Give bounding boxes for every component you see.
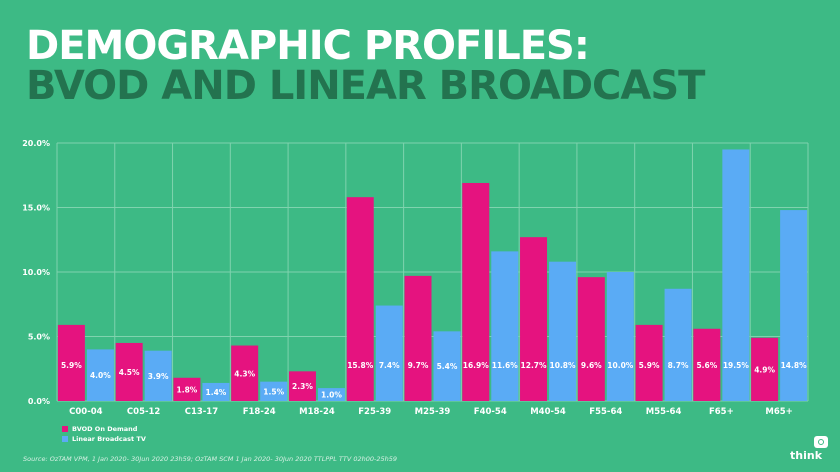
data-label: 2.3% xyxy=(292,382,313,391)
data-label: 1.4% xyxy=(206,388,227,397)
data-label: 4.9% xyxy=(754,365,775,374)
data-label: 10.8% xyxy=(550,361,577,370)
speech-bubble-icon xyxy=(814,436,828,448)
bar xyxy=(231,345,259,401)
x-tick-label: M18-24 xyxy=(299,407,335,417)
x-tick-label: C00-04 xyxy=(69,407,103,417)
bar xyxy=(462,182,490,401)
x-tick-label: F25-39 xyxy=(358,407,391,417)
bar xyxy=(577,277,605,401)
data-label: 1.5% xyxy=(263,387,284,396)
y-tick-label: 15.0% xyxy=(22,204,50,213)
data-label: 1.8% xyxy=(177,385,198,394)
data-label: 16.9% xyxy=(463,361,490,370)
data-label: 1.0% xyxy=(321,391,342,400)
data-label: 5.4% xyxy=(437,362,458,371)
bar xyxy=(115,342,143,401)
x-tick-label: F18-24 xyxy=(243,407,276,417)
source-note: Source: OzTAM VPM, 1 Jan 2020- 30Jun 202… xyxy=(23,455,398,463)
data-label: 7.4% xyxy=(379,361,400,370)
legend-label-bvod: BVOD On Demand xyxy=(72,425,138,433)
data-label: 19.5% xyxy=(723,361,750,370)
legend: BVOD On Demand Linear Broadcast TV xyxy=(62,424,146,444)
bar xyxy=(346,197,374,401)
data-label: 5.9% xyxy=(61,361,82,370)
bar xyxy=(491,251,519,401)
bar xyxy=(288,371,316,401)
data-label: 9.7% xyxy=(408,361,429,370)
logo-text: think xyxy=(790,449,823,462)
bar xyxy=(780,210,808,401)
legend-label-linear: Linear Broadcast TV xyxy=(72,435,146,443)
y-tick-label: 5.0% xyxy=(28,333,50,342)
bar xyxy=(173,377,201,401)
x-tick-label: F55-64 xyxy=(589,407,622,417)
bar xyxy=(635,324,663,401)
bar xyxy=(202,382,230,401)
data-label: 4.0% xyxy=(90,371,111,380)
x-tick-label: F40-54 xyxy=(474,407,507,417)
data-label: 11.6% xyxy=(492,361,519,370)
x-tick-label: M25-39 xyxy=(415,407,451,417)
bar xyxy=(520,237,548,401)
data-label: 4.5% xyxy=(119,368,140,377)
y-tick-label: 10.0% xyxy=(22,268,50,277)
bar xyxy=(404,275,432,401)
bar xyxy=(722,149,750,401)
data-label: 15.8% xyxy=(347,361,374,370)
legend-swatch-bvod xyxy=(62,426,68,432)
data-label: 9.6% xyxy=(581,361,602,370)
bar xyxy=(375,305,403,401)
bar xyxy=(606,272,634,401)
data-label: 8.7% xyxy=(668,361,689,370)
title-line-1: DEMOGRAPHIC PROFILES: xyxy=(26,23,590,69)
data-label: 10.0% xyxy=(607,361,634,370)
x-tick-label: M40-54 xyxy=(530,407,566,417)
x-tick-label: C13-17 xyxy=(185,407,219,417)
data-label: 5.9% xyxy=(639,361,660,370)
title-line-2: BVOD AND LINEAR BROADCAST xyxy=(26,63,705,109)
bar xyxy=(144,350,172,401)
bar xyxy=(57,324,85,401)
bar xyxy=(433,331,461,401)
data-label: 14.8% xyxy=(781,361,808,370)
legend-item-linear: Linear Broadcast TV xyxy=(62,434,146,444)
bar xyxy=(549,261,577,401)
y-tick-label: 0.0% xyxy=(28,397,50,406)
x-tick-label: F65+ xyxy=(709,407,734,417)
bar xyxy=(260,381,288,401)
x-tick-label: M55-64 xyxy=(646,407,682,417)
bar xyxy=(86,349,114,401)
bar xyxy=(751,337,779,401)
data-label: 12.7% xyxy=(521,361,548,370)
bar xyxy=(317,388,345,401)
legend-swatch-linear xyxy=(62,436,68,442)
x-tick-label: C05-12 xyxy=(127,407,161,417)
legend-item-bvod: BVOD On Demand xyxy=(62,424,146,434)
x-tick-label: M65+ xyxy=(765,407,792,417)
think-logo: think xyxy=(790,436,830,462)
data-label: 3.9% xyxy=(148,372,169,381)
data-label: 5.6% xyxy=(696,361,717,370)
y-tick-label: 20.0% xyxy=(22,139,50,148)
data-label: 4.3% xyxy=(234,369,255,378)
bar xyxy=(693,328,721,401)
bar xyxy=(664,288,692,401)
